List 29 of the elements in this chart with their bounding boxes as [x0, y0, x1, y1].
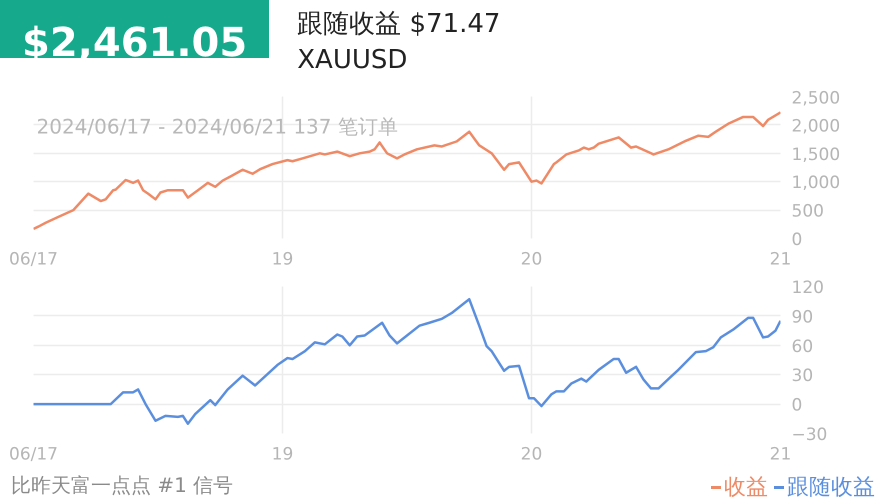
- line-series: [34, 111, 780, 230]
- y-tick-label: 1,500: [792, 144, 840, 165]
- x-tick-label: 19: [272, 250, 294, 270]
- y-tick-label: 60: [792, 336, 814, 357]
- annotation: 2024/06/17 - 2024/06/21 137 笔订单: [36, 114, 398, 138]
- x-tick-label: 19: [272, 444, 294, 464]
- y-tick-label: −30: [792, 425, 828, 445]
- text: XAUUSD: [297, 45, 408, 75]
- y-tick-label: 120: [792, 278, 824, 298]
- text: 比昨天富一点点 #1 信号: [11, 473, 234, 497]
- x-tick-label: 21: [770, 444, 792, 464]
- x-tick-label: 20: [520, 444, 542, 464]
- x-tick-label: 06/17: [9, 444, 58, 464]
- legend-label: 收益: [723, 474, 768, 500]
- y-tick-label: 2,000: [792, 116, 840, 136]
- x-tick-label: 06/17: [9, 250, 58, 270]
- x-tick-label: 20: [520, 250, 542, 270]
- y-tick-label: 1,000: [792, 173, 840, 194]
- y-tick-label: 2,500: [792, 88, 840, 108]
- x-tick-label: 21: [770, 250, 792, 270]
- legend-label: 跟随收益: [786, 474, 875, 500]
- y-tick-label: 0: [792, 396, 802, 416]
- line-series: [34, 298, 780, 425]
- y-tick-label: 500: [792, 202, 824, 222]
- y-tick-label: 30: [792, 366, 814, 386]
- y-tick-label: 90: [792, 307, 814, 328]
- chart-subtitle: 跟随收益 $71.47: [297, 8, 500, 41]
- y-tick-label: 0: [792, 230, 802, 250]
- chart-title: $2,461.05: [21, 19, 248, 66]
